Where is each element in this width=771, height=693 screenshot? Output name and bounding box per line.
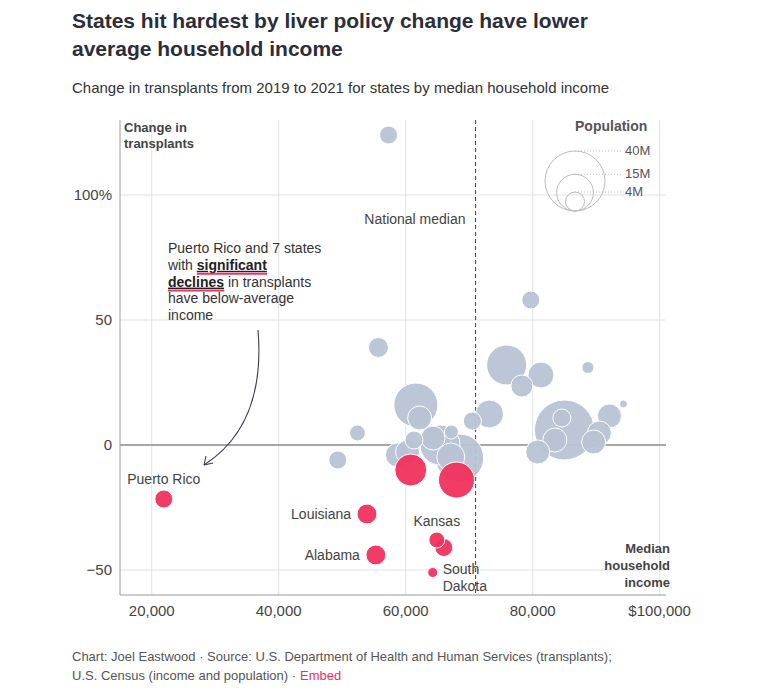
annotation-line: declines in transplants — [168, 274, 311, 290]
bubble — [582, 362, 594, 374]
title: States hit hardest by liver policy chang… — [72, 9, 588, 32]
annotation-underline — [168, 290, 224, 292]
bubble — [444, 425, 458, 439]
bubble — [366, 545, 386, 565]
annotation-line: with significant — [167, 257, 267, 273]
bubble — [350, 425, 366, 441]
annotation-arrow — [204, 330, 259, 465]
size-legend-leader — [575, 192, 621, 193]
bubble — [428, 568, 438, 578]
y-tick-label: −50 — [87, 561, 112, 578]
bubble — [582, 430, 606, 454]
bubbles — [155, 126, 628, 577]
footer: U.S. Census (income and population) · — [72, 668, 296, 683]
grid-line — [120, 195, 666, 196]
x-tick-label: 20,000 — [129, 602, 175, 619]
median-line — [475, 120, 476, 595]
point-label-line: South — [443, 561, 480, 577]
grid-line — [405, 120, 406, 595]
size-legend-circle — [545, 151, 605, 211]
annotation-underline — [197, 273, 267, 275]
axis-line — [120, 595, 666, 596]
chart: States hit hardest by liver policy chang… — [0, 0, 771, 693]
point-label: Louisiana — [291, 506, 351, 522]
x-tick-label: 60,000 — [383, 602, 429, 619]
bubble — [380, 126, 398, 144]
grid-line — [120, 570, 666, 571]
size-legend-title: Population — [575, 118, 647, 134]
size-legend-circle — [566, 192, 585, 211]
bubble — [438, 462, 474, 498]
size-legend-label: 4M — [625, 184, 643, 199]
grid — [120, 120, 666, 595]
annotation: Puerto Rico and 7 stateswith significant… — [167, 240, 321, 465]
x-axis-label: income — [624, 575, 670, 590]
grid-line — [151, 120, 152, 595]
y-tick-label: 100% — [74, 186, 112, 203]
y-tick-label: 50 — [95, 311, 112, 328]
median-label: National median — [364, 211, 465, 227]
y-axis-label: Change in — [124, 120, 187, 135]
size-legend-label: 15M — [625, 166, 650, 181]
bubble — [329, 451, 347, 469]
annotation-line: have below-average — [168, 290, 294, 306]
y-axis-label: transplants — [124, 136, 194, 151]
annotation-line: income — [168, 307, 213, 323]
size-legend-circle — [557, 174, 594, 211]
annotation-line: Puerto Rico and 7 states — [168, 240, 321, 256]
annotation-text: with — [167, 257, 197, 273]
point-label: Alabama — [305, 547, 360, 563]
x-tick-label: 80,000 — [510, 602, 556, 619]
bubble — [421, 426, 445, 450]
title: average household income — [72, 37, 343, 60]
bubble — [619, 400, 627, 408]
annotation-arrowhead — [204, 456, 213, 465]
point-label: Kansas — [413, 513, 460, 529]
size-legend-label: 40M — [625, 143, 650, 158]
size-legend-leader — [575, 151, 621, 152]
annotation-emphasis: significant — [197, 257, 267, 273]
bubble — [511, 375, 533, 397]
grid-line — [532, 120, 533, 595]
x-tick-label: $100,000 — [628, 602, 691, 619]
axis-line — [120, 120, 121, 595]
point-label: SouthDakota — [443, 561, 488, 594]
size-legend: Population 40M 15M 4M — [545, 118, 650, 211]
bubble — [429, 532, 445, 548]
bubble — [357, 504, 377, 524]
footer-link[interactable]: Embed — [300, 668, 341, 683]
bubble — [368, 338, 388, 358]
grid-line — [659, 120, 660, 595]
bubble — [155, 490, 173, 508]
x-axis-label: household — [604, 558, 670, 573]
point-label-line: Dakota — [443, 578, 488, 594]
bubble — [405, 431, 423, 449]
subtitle: Change in transplants from 2019 to 2021 … — [72, 79, 609, 96]
bubble — [522, 291, 540, 309]
annotation-text: in transplants — [224, 274, 311, 290]
bubble — [463, 412, 481, 430]
annotation-emphasis: declines — [168, 274, 224, 290]
bubble — [553, 409, 571, 427]
y-tick-label: 0 — [104, 436, 112, 453]
bubble — [395, 454, 427, 486]
x-axis-label: Median — [625, 541, 670, 556]
point-label: Puerto Rico — [127, 471, 200, 487]
bubble — [408, 406, 432, 430]
size-legend-leader — [575, 174, 621, 175]
footer: Chart: Joel Eastwood · Source: U.S. Depa… — [72, 649, 612, 664]
grid-line — [278, 120, 279, 595]
x-tick-label: 40,000 — [256, 602, 302, 619]
bubble — [526, 440, 550, 464]
